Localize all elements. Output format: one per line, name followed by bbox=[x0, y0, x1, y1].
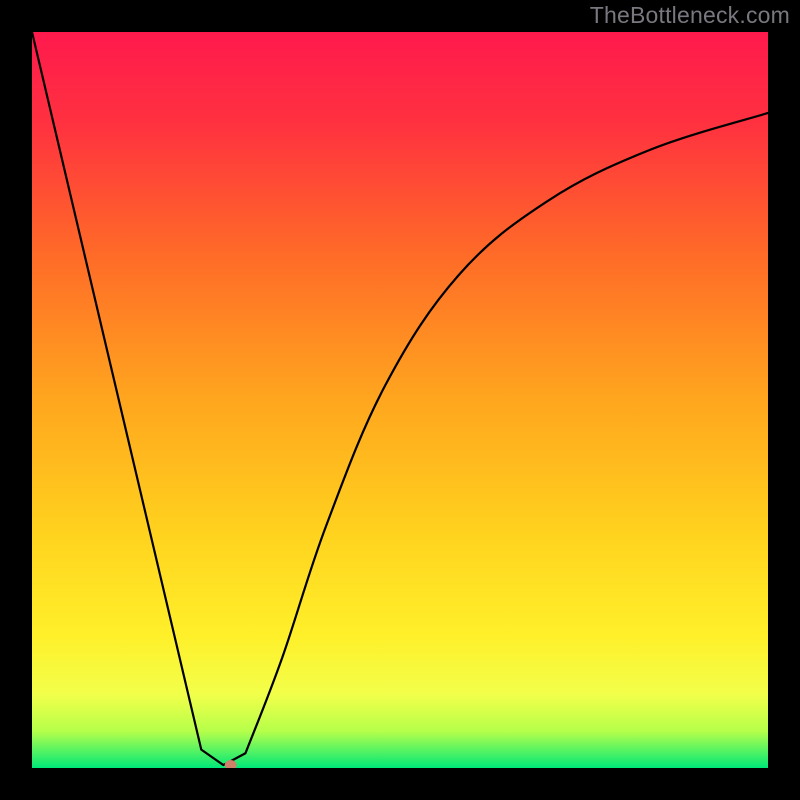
chart-plot-area bbox=[32, 32, 768, 768]
chart-svg bbox=[32, 32, 768, 768]
chart-background bbox=[32, 32, 768, 768]
watermark-text: TheBottleneck.com bbox=[590, 2, 790, 29]
